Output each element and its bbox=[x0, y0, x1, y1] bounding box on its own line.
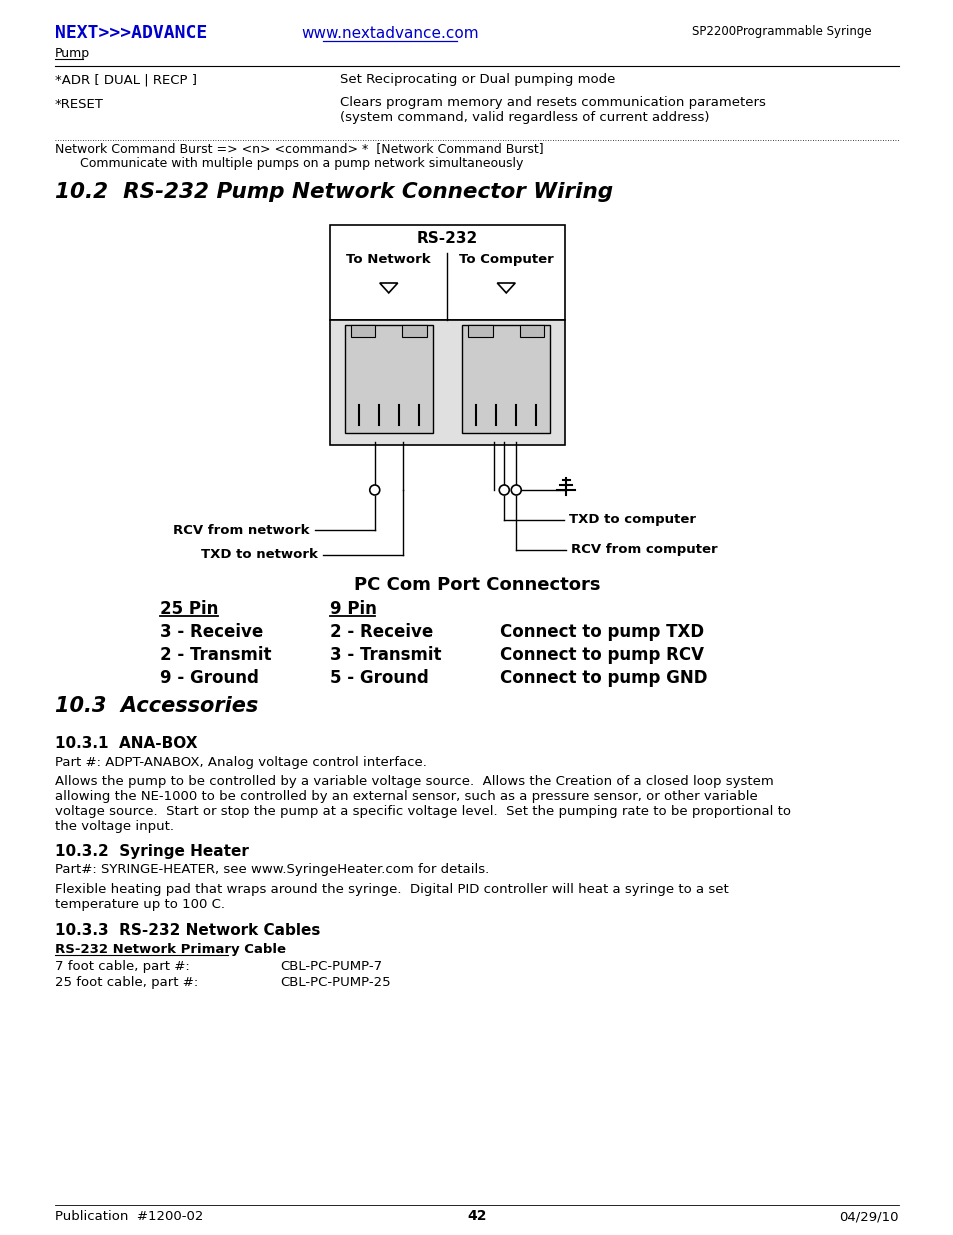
Text: Connect to pump TXD: Connect to pump TXD bbox=[499, 622, 703, 641]
Text: www.nextadvance.com: www.nextadvance.com bbox=[301, 26, 478, 41]
Text: To Computer: To Computer bbox=[458, 253, 553, 266]
Text: 10.2  RS-232 Pump Network Connector Wiring: 10.2 RS-232 Pump Network Connector Wirin… bbox=[55, 182, 613, 203]
Circle shape bbox=[511, 485, 520, 495]
Text: 04/29/10: 04/29/10 bbox=[839, 1210, 898, 1223]
Text: *ADR [ DUAL | RECP ]: *ADR [ DUAL | RECP ] bbox=[55, 73, 196, 86]
Text: Set Reciprocating or Dual pumping mode: Set Reciprocating or Dual pumping mode bbox=[339, 73, 615, 86]
Text: 7 foot cable, part #:: 7 foot cable, part #: bbox=[55, 960, 190, 973]
Text: 5 - Ground: 5 - Ground bbox=[330, 669, 428, 687]
Circle shape bbox=[370, 485, 379, 495]
Text: 9 - Ground: 9 - Ground bbox=[160, 669, 258, 687]
Bar bbox=[330, 225, 564, 320]
Text: 10.3.1  ANA-BOX: 10.3.1 ANA-BOX bbox=[55, 736, 197, 751]
Text: 2 - Transmit: 2 - Transmit bbox=[160, 646, 272, 664]
Text: allowing the NE-1000 to be controlled by an external sensor, such as a pressure : allowing the NE-1000 to be controlled by… bbox=[55, 790, 757, 803]
Text: CBL-PC-PUMP-25: CBL-PC-PUMP-25 bbox=[280, 976, 390, 989]
Text: 3 - Receive: 3 - Receive bbox=[160, 622, 263, 641]
Text: *RESET: *RESET bbox=[55, 98, 104, 111]
Text: Network Command Burst => <n> <command> *  [Network Command Burst]: Network Command Burst => <n> <command> *… bbox=[55, 142, 543, 156]
Text: Part#: SYRINGE-HEATER, see www.SyringeHeater.com for details.: Part#: SYRINGE-HEATER, see www.SyringeHe… bbox=[55, 863, 489, 876]
Text: Part #: ADPT-ANABOX, Analog voltage control interface.: Part #: ADPT-ANABOX, Analog voltage cont… bbox=[55, 756, 426, 769]
Text: 10.3  Accessories: 10.3 Accessories bbox=[55, 697, 258, 716]
Bar bbox=[330, 320, 564, 445]
Bar bbox=[468, 325, 493, 337]
Circle shape bbox=[498, 485, 509, 495]
Text: 2 - Receive: 2 - Receive bbox=[330, 622, 433, 641]
Text: RCV from network: RCV from network bbox=[173, 524, 310, 536]
Text: 25 foot cable, part #:: 25 foot cable, part #: bbox=[55, 976, 198, 989]
Text: 3 - Transmit: 3 - Transmit bbox=[330, 646, 441, 664]
Text: TXD to network: TXD to network bbox=[201, 548, 317, 562]
Bar bbox=[344, 325, 433, 433]
Text: 10.3.3  RS-232 Network Cables: 10.3.3 RS-232 Network Cables bbox=[55, 923, 320, 939]
Text: Connect to pump GND: Connect to pump GND bbox=[499, 669, 707, 687]
Text: the voltage input.: the voltage input. bbox=[55, 820, 173, 832]
Text: Pump: Pump bbox=[55, 47, 90, 61]
Text: TXD to computer: TXD to computer bbox=[569, 514, 696, 526]
Text: Publication  #1200-02: Publication #1200-02 bbox=[55, 1210, 203, 1223]
Text: RS-232: RS-232 bbox=[416, 231, 477, 246]
Text: PC Com Port Connectors: PC Com Port Connectors bbox=[354, 576, 599, 594]
Text: 42: 42 bbox=[467, 1209, 486, 1223]
Text: To Network: To Network bbox=[346, 253, 431, 266]
Text: 10.3.2  Syringe Heater: 10.3.2 Syringe Heater bbox=[55, 844, 249, 860]
Text: temperature up to 100 C.: temperature up to 100 C. bbox=[55, 898, 225, 911]
Text: RS-232 Network Primary Cable: RS-232 Network Primary Cable bbox=[55, 944, 286, 956]
Text: Clears program memory and resets communication parameters: Clears program memory and resets communi… bbox=[339, 96, 765, 109]
Bar bbox=[519, 325, 543, 337]
Bar bbox=[401, 325, 426, 337]
Text: Flexible heating pad that wraps around the syringe.  Digital PID controller will: Flexible heating pad that wraps around t… bbox=[55, 883, 728, 897]
Bar bbox=[462, 325, 550, 433]
Text: 25 Pin: 25 Pin bbox=[160, 600, 218, 618]
Bar bbox=[351, 325, 375, 337]
Text: (system command, valid regardless of current address): (system command, valid regardless of cur… bbox=[339, 111, 709, 124]
Text: Communicate with multiple pumps on a pump network simultaneously: Communicate with multiple pumps on a pum… bbox=[80, 157, 523, 170]
Text: SP2200Programmable Syringe: SP2200Programmable Syringe bbox=[691, 25, 871, 38]
Text: 9 Pin: 9 Pin bbox=[330, 600, 376, 618]
Text: RCV from computer: RCV from computer bbox=[571, 543, 717, 557]
Text: NEXT>>>ADVANCE: NEXT>>>ADVANCE bbox=[55, 23, 207, 42]
Text: voltage source.  Start or stop the pump at a specific voltage level.  Set the pu: voltage source. Start or stop the pump a… bbox=[55, 805, 790, 818]
Text: Connect to pump RCV: Connect to pump RCV bbox=[499, 646, 703, 664]
Text: CBL-PC-PUMP-7: CBL-PC-PUMP-7 bbox=[280, 960, 382, 973]
Text: Allows the pump to be controlled by a variable voltage source.  Allows the Creat: Allows the pump to be controlled by a va… bbox=[55, 776, 773, 788]
